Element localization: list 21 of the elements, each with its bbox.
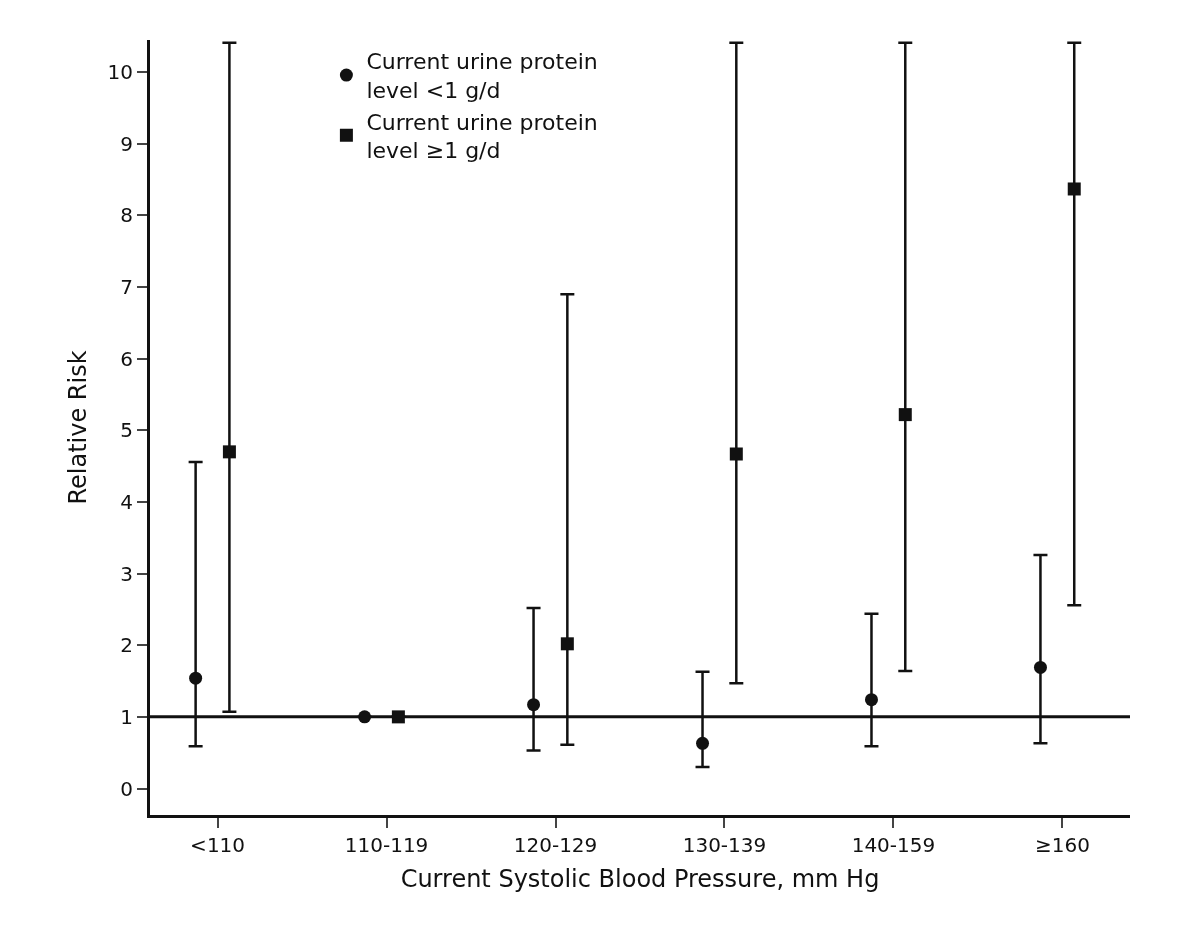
x-tick-label: 120-129 bbox=[513, 833, 598, 857]
y-tick-label: 5 bbox=[120, 418, 133, 443]
y-tick-label: 9 bbox=[120, 131, 133, 156]
legend-label: Current urine protein level ≥1 g/d bbox=[366, 109, 598, 164]
y-axis-title: Relative Risk bbox=[63, 350, 92, 505]
y-tick-label: 0 bbox=[120, 776, 133, 801]
y-tick-label: 2 bbox=[120, 633, 133, 658]
y-tick-label: 6 bbox=[120, 346, 133, 371]
x-axis-title: Current Systolic Blood Pressure, mm Hg bbox=[400, 865, 880, 894]
x-tick-label: 140-159 bbox=[851, 833, 936, 857]
y-tick-label: 4 bbox=[120, 489, 133, 514]
y-tick-label: 7 bbox=[120, 275, 133, 300]
x-tick-label: ≥160 bbox=[1034, 833, 1090, 857]
y-tick-label: 8 bbox=[120, 203, 133, 228]
y-tick-label: 10 bbox=[107, 60, 133, 85]
x-tick-label: 110-119 bbox=[344, 833, 429, 857]
x-tick-label: <110 bbox=[190, 833, 246, 857]
x-tick-label: 130-139 bbox=[682, 833, 767, 857]
y-tick-label: 1 bbox=[120, 704, 133, 729]
y-tick-label: 3 bbox=[120, 561, 133, 586]
legend-label: Current urine protein level <1 g/d bbox=[366, 49, 598, 103]
